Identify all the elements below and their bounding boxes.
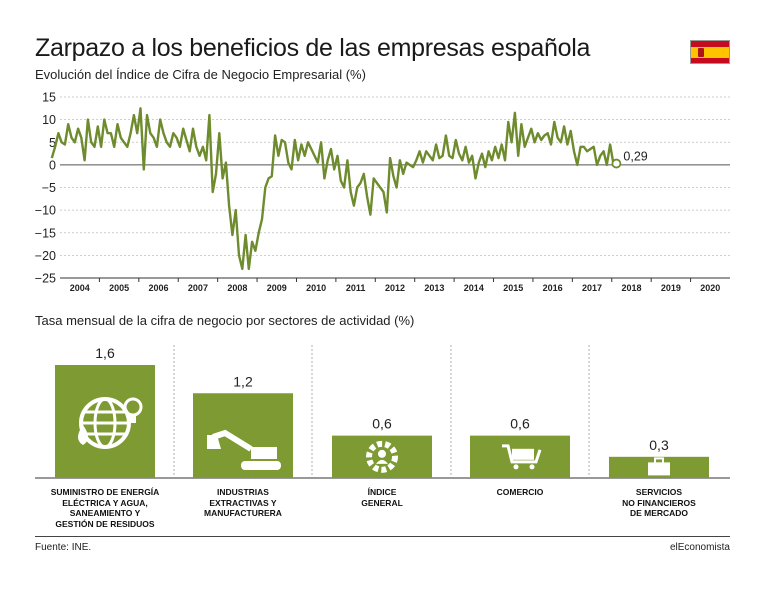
y-tick-label: −5 <box>42 181 56 195</box>
series-line <box>50 107 615 271</box>
energy-globe-icon <box>78 397 143 449</box>
bar-value-label: 1,6 <box>95 345 115 361</box>
chart-title: Zarpazo a los beneficios de las empresas… <box>35 34 591 62</box>
bar-value-label: 0,6 <box>510 416 530 432</box>
x-tick-label: 2006 <box>149 283 169 293</box>
bar-category-label: COMERCIO <box>455 487 585 498</box>
y-tick-label: −15 <box>35 226 56 240</box>
bar-category-label-line: MANUFACTURERA <box>204 508 282 518</box>
bar-category-label: ÍNDICE GENERAL <box>317 487 447 508</box>
x-tick-label: 2012 <box>385 283 405 293</box>
bar-category-label-line: EXTRACTIVAS Y <box>209 497 277 508</box>
line-chart: 15 10 5 0 −5 −10 −15 −20 −25 2004 2005 2006 2007 2008… <box>35 91 730 293</box>
bar-chart-title: Tasa mensual de la cifra de negocio por … <box>35 313 415 328</box>
bar-category-label: SERVICIOS NO FINANCIEROS DE MERCADO <box>594 487 724 519</box>
x-tick-label: 2004 <box>70 283 90 293</box>
x-tick-label: 2008 <box>227 283 247 293</box>
y-tick-label: −20 <box>35 249 56 263</box>
bar-value-label: 1,2 <box>233 373 253 389</box>
bar-category-label-line: SERVICIOS <box>635 487 683 497</box>
y-tick-label: 0 <box>49 158 56 172</box>
x-tick-label: 2014 <box>464 283 484 293</box>
gear-person-icon <box>366 440 398 473</box>
bar <box>193 393 293 478</box>
bar-category-label-line: GESTIÓN DE RESIDUOS <box>55 518 155 529</box>
x-tick-label: 2018 <box>621 283 641 293</box>
bar-category-label: INDUSTRIAS EXTRACTIVAS Y MANUFACTURERA <box>178 487 308 519</box>
source-note: Fuente: INE. <box>35 542 92 553</box>
last-value-label: 0,29 <box>623 150 647 164</box>
x-tick-label: 2009 <box>267 283 287 293</box>
x-tick-label: 2013 <box>424 283 444 293</box>
bar-category-label-line: COMERCIO <box>496 487 544 497</box>
bar-value-label: 0,3 <box>649 437 669 453</box>
y-tick-label: −10 <box>35 204 56 218</box>
bar-category-label-line: NO FINANCIEROS <box>622 497 696 508</box>
x-tick-label: 2010 <box>306 283 326 293</box>
brand-name: elEconomista <box>669 542 730 553</box>
x-tick-label: 2015 <box>503 283 523 293</box>
y-tick-label: 15 <box>42 91 56 105</box>
y-tick-label: 5 <box>49 136 56 150</box>
briefcase-icon <box>648 457 670 476</box>
bar-category-label-line: INDUSTRIAS <box>217 487 269 497</box>
x-tick-label: 2019 <box>661 283 681 293</box>
y-tick-label: −25 <box>35 272 56 286</box>
bar-category-label-line: ELÉCTRICA Y AGUA, <box>62 497 148 508</box>
x-tick-label: 2005 <box>109 283 129 293</box>
spain-flag-icon <box>690 40 730 64</box>
bar <box>332 435 432 478</box>
bar-category-label-line: ÍNDICE <box>367 487 397 497</box>
bar-category-label-line: SUMINISTRO DE ENERGÍA <box>50 487 160 497</box>
last-point-marker <box>611 158 622 169</box>
bar-category-label-line: SANEAMIENTO Y <box>69 508 141 518</box>
excavator-icon <box>207 429 281 470</box>
x-tick-label: 2007 <box>188 283 208 293</box>
bar <box>609 456 709 478</box>
footer-divider <box>35 536 730 537</box>
bar-category-label-line: DE MERCADO <box>629 508 689 518</box>
x-tick-label: 2020 <box>700 283 720 293</box>
x-tick-label: 2017 <box>582 283 602 293</box>
bar-value-label: 0,6 <box>372 416 392 432</box>
x-tick-label: 2016 <box>543 283 563 293</box>
y-tick-label: 10 <box>42 113 56 127</box>
bar <box>55 365 155 478</box>
x-tick-label: 2011 <box>346 283 366 293</box>
bar-category-label-line: GENERAL <box>361 497 403 508</box>
shopping-cart-icon <box>502 444 542 470</box>
line-chart-subtitle: Evolución del Índice de Cifra de Negocio… <box>35 67 366 82</box>
bar <box>470 435 570 478</box>
bar-category-label: SUMINISTRO DE ENERGÍA ELÉCTRICA Y AGUA, SA… <box>40 487 170 529</box>
